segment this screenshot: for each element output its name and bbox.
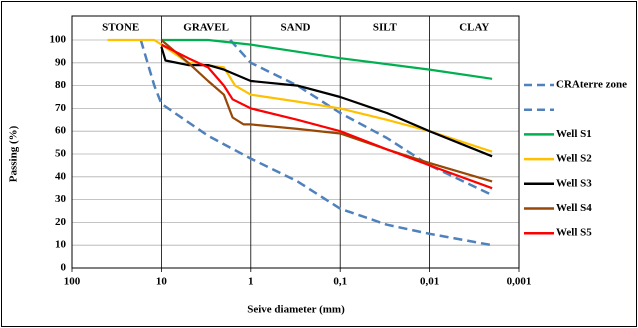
x-tick-label: 0,001	[507, 276, 532, 288]
zone-label: CLAY	[459, 22, 489, 34]
series-line	[139, 39, 493, 247]
y-tick-label: 0	[61, 262, 67, 274]
x-axis-label: Seive diameter (mm)	[247, 304, 345, 316]
y-tick-label: 10	[55, 239, 67, 251]
legend-label: Well S4	[556, 202, 592, 214]
zone-label: GRAVEL	[183, 22, 229, 34]
zone-label: SILT	[373, 22, 398, 34]
x-tick-label: 0,01	[420, 276, 439, 288]
series-line	[160, 43, 493, 190]
x-tick-label: 100	[64, 276, 81, 288]
zone-label: STONE	[102, 22, 139, 34]
series-line	[107, 38, 493, 153]
y-tick-label: 80	[55, 79, 67, 91]
x-tick-label: 10	[156, 276, 168, 288]
series-line	[160, 39, 493, 183]
y-tick-label: 60	[55, 125, 67, 137]
y-tick-label: 70	[55, 102, 67, 114]
legend-label: Well S3	[556, 177, 592, 189]
x-tick-label: 1	[248, 276, 254, 288]
plot-area	[71, 15, 520, 269]
legend-label: Well S1	[556, 128, 592, 140]
series-line	[229, 39, 493, 197]
y-tick-label: 20	[55, 216, 67, 228]
x-tick-label: 0,1	[333, 276, 347, 288]
y-tick-label: 30	[55, 193, 67, 205]
series-line	[160, 46, 493, 158]
y-tick-label: 40	[55, 170, 67, 182]
y-tick-label: 90	[55, 56, 67, 68]
y-tick-label: 50	[55, 148, 67, 160]
legend-label: Well S2	[556, 153, 592, 165]
y-tick-label: 100	[50, 34, 67, 46]
legend-label: CRAterre zone	[556, 79, 627, 91]
y-axis-label: Passing (%)	[8, 125, 20, 182]
zone-label: SAND	[281, 22, 311, 34]
legend-label: Well S5	[556, 227, 592, 239]
series-line	[161, 38, 493, 80]
